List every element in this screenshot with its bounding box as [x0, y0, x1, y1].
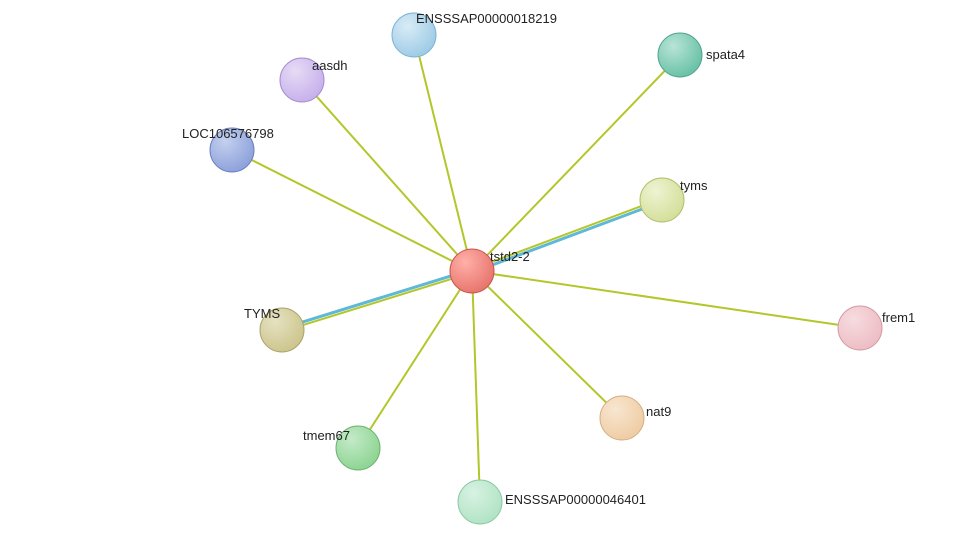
network-edge	[282, 270, 472, 329]
node-label: aasdh	[312, 58, 347, 73]
nodes-group	[210, 13, 882, 524]
network-node[interactable]	[458, 480, 502, 524]
network-edge	[472, 55, 680, 271]
network-edge	[232, 150, 472, 271]
node-label: LOC106576798	[182, 126, 274, 141]
node-label: nat9	[646, 404, 671, 419]
node-label: tyms	[680, 178, 707, 193]
network-edge	[282, 272, 472, 331]
network-edge	[414, 35, 472, 271]
network-node[interactable]	[658, 33, 702, 77]
node-label: TYMS	[244, 306, 280, 321]
node-label: spata4	[706, 47, 745, 62]
network-node[interactable]	[600, 396, 644, 440]
node-label: ENSSSAP00000018219	[416, 11, 557, 26]
network-edge	[472, 271, 860, 328]
node-label: tstd2-2	[490, 249, 530, 264]
network-diagram: tstd2-2 ENSSSAP00000018219 spata4 aasdh LOC1…	[0, 0, 975, 548]
node-label: tmem67	[303, 428, 350, 443]
network-node[interactable]	[838, 306, 882, 350]
network-node[interactable]	[450, 249, 494, 293]
network-node[interactable]	[640, 178, 684, 222]
network-edge	[302, 80, 472, 271]
network-edge	[472, 271, 480, 502]
network-svg	[0, 0, 975, 548]
network-edge	[472, 271, 622, 418]
node-label: frem1	[882, 310, 915, 325]
node-label: ENSSSAP00000046401	[505, 492, 646, 507]
network-edge	[358, 271, 472, 448]
